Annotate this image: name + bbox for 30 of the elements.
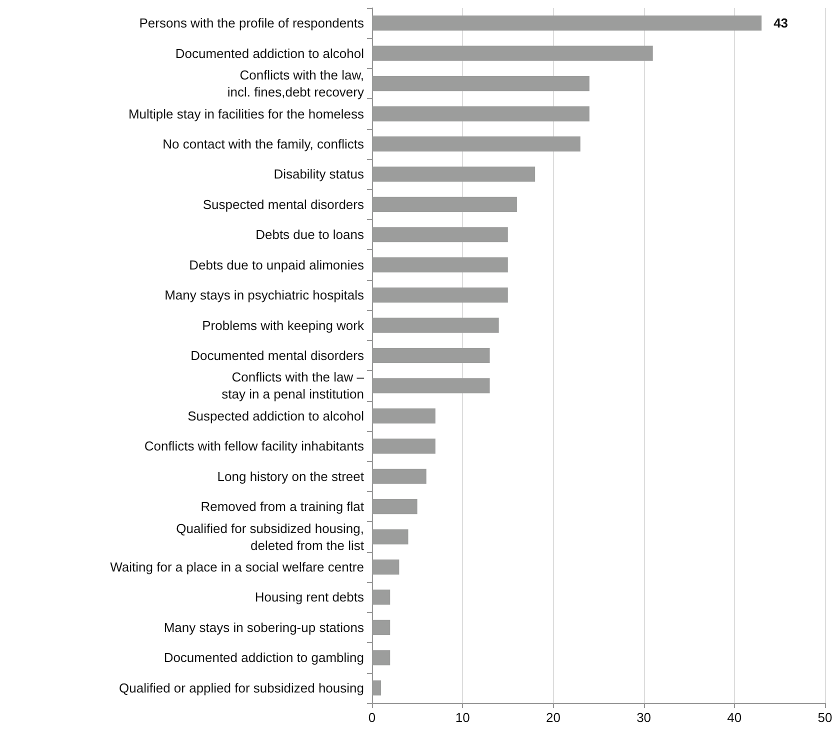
x-tick-label: 40 [727,710,742,725]
y-tick-label: Documented mental disorders [190,348,364,363]
y-tick-label: Conflicts with fellow facility inhabitants [144,438,364,454]
y-tick-label: Debts due to loans [256,227,364,242]
y-tick-label: Documented addiction to alcohol [175,46,364,61]
y-tick-label: Problems with keeping work [202,318,364,333]
x-tick-label: 20 [546,710,560,725]
y-tick-label: Qualified or applied for subsidized housing [119,680,364,696]
y-tick-label: Long history on the street [217,468,364,484]
y-tick-label: No contact with the family, conflicts [162,136,364,152]
y-tick-label: Multiple stay in facilities for the homeless [128,106,364,122]
y-tick-label: Persons with the profile of respondents [139,16,364,31]
y-tick-label: Suspected mental disorders [202,196,364,212]
y-tick-label: Many stays in psychiatric hospitals [164,288,364,303]
x-tick-label: 30 [636,710,652,725]
y-tick-label: Many stays in sobering-up stations [164,620,364,635]
y-tick-label: Disability status [274,166,364,182]
y-tick-label: Conflicts with the law – stay in a penal institution [222,370,365,402]
x-tick-label: 10 [455,710,470,725]
y-tick-label: Qualified for subsidized housing, deleted from the list [176,520,364,553]
y-tick-label: Housing rent debts [254,590,364,605]
y-tick-label: Suspected addiction to alcohol [188,408,364,424]
y-tick-label: Documented addiction to gambling [164,650,364,666]
y-tick-label: Removed from a training flat [200,499,364,514]
y-tick-label: Conflicts with the law, incl. fines,debt recovery [227,68,364,100]
y-tick-label: Waiting for a place in a social welfare centre [110,560,364,575]
y-tick-label: Debts due to unpaid alimonies [189,257,364,272]
data-label: 43 [774,16,788,31]
x-tick-label: 0 [368,710,376,725]
x-tick-label: 50 [818,710,832,725]
